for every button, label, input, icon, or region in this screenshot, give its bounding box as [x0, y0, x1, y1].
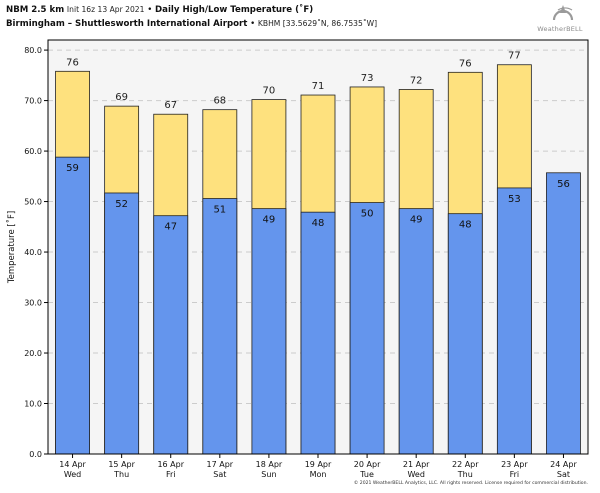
separator-bullet: •: [250, 19, 256, 29]
y-tick-label: 20.0: [24, 349, 42, 358]
low-temp-bar: [55, 156, 90, 455]
x-tick-weekday: Wed: [64, 470, 81, 479]
low-temp-label: 50: [361, 209, 374, 220]
chart-title: Daily High/Low Temperature (˚F): [155, 5, 314, 15]
high-temp-label: 71: [312, 81, 325, 92]
low-temp-label: 47: [164, 222, 177, 233]
low-temp-label: 48: [459, 220, 472, 231]
y-tick-label: 10.0: [24, 400, 42, 409]
x-tick-date: 20 Apr: [354, 460, 381, 469]
y-tick-label: 80.0: [24, 46, 42, 55]
high-temp-label: 72: [410, 75, 423, 86]
low-temp-bar: [202, 198, 238, 455]
high-temp-label: 68: [213, 96, 226, 107]
low-temp-label: 53: [508, 194, 521, 205]
copyright-footer: © 2021 WeatherBELL Analytics, LLC. All r…: [353, 481, 588, 486]
axes: 0.0 10.0 20.0 30.0 40.0 50.0 60.0 70.0 80.0 14 Ap…: [24, 39, 589, 479]
high-temp-label: 67: [164, 100, 177, 111]
y-axis-label: Temperature [˚F]: [6, 211, 17, 284]
low-temp-label: 49: [263, 215, 276, 226]
low-temp-bar: [398, 208, 434, 455]
high-temp-label: 76: [459, 58, 472, 69]
low-temp-bar: [153, 215, 189, 455]
x-tick-date: 14 Apr: [59, 460, 86, 469]
x-tick-date: 21 Apr: [403, 460, 430, 469]
low-temp-label: 48: [312, 218, 325, 229]
y-tick-label: 50.0: [24, 198, 42, 207]
low-temp-bar: [300, 211, 336, 455]
plot-frame: [47, 39, 589, 455]
y-tick-label: 0.0: [29, 450, 42, 459]
y-tick-label: 70.0: [24, 97, 42, 106]
high-temp-label: 70: [263, 86, 276, 97]
high-temp-label: 69: [115, 92, 128, 103]
y-tick-label: 40.0: [24, 248, 42, 257]
header-line-2: Birmingham – Shuttlesworth International…: [6, 17, 377, 31]
x-tick-weekday: Sun: [261, 470, 276, 479]
separator-bullet: •: [147, 5, 153, 15]
low-temp-bar: [546, 172, 581, 455]
bars: [55, 64, 581, 455]
x-tick-weekday: Thu: [113, 470, 129, 479]
y-tick-label: 30.0: [24, 299, 42, 308]
data-labels: 76 59 69 52 67 47 68 51 70 49 71 48 73 50 72 49 76 48 77 53…: [66, 51, 570, 233]
station-coords: KBHM [33.5629˚N, 86.7535˚W]: [257, 19, 378, 28]
x-tick-weekday: Fri: [166, 470, 176, 479]
y-tick-label: 60.0: [24, 147, 42, 156]
x-tick-weekday: Tue: [359, 470, 374, 479]
weatherbell-logo-icon: [552, 5, 574, 21]
low-temp-label: 49: [410, 215, 423, 226]
x-tick-weekday: Wed: [407, 470, 424, 479]
logo-text: WeatherBELL: [537, 25, 583, 33]
low-temp-bar: [251, 208, 287, 455]
x-tick-date: 19 Apr: [305, 460, 332, 469]
x-tick-weekday: Mon: [310, 470, 327, 479]
x-tick-date: 18 Apr: [256, 460, 283, 469]
x-tick-weekday: Thu: [457, 470, 473, 479]
high-temp-label: 73: [361, 73, 374, 84]
low-temp-label: 59: [66, 163, 79, 174]
chart-header: NBM 2.5 km Init 16z 13 Apr 2021 • Daily …: [6, 3, 377, 31]
x-tick-date: 22 Apr: [452, 460, 479, 469]
low-temp-label: 56: [557, 179, 570, 190]
x-tick-date: 15 Apr: [108, 460, 135, 469]
x-tick-weekday: Fri: [510, 470, 520, 479]
init-time: Init 16z 13 Apr 2021: [66, 5, 145, 14]
location-name: Birmingham – Shuttlesworth International…: [6, 19, 248, 29]
x-tick-weekday: Sat: [213, 470, 226, 479]
low-temp-bar: [496, 187, 532, 455]
low-temp-bar: [104, 192, 140, 455]
low-temp-bar: [349, 202, 385, 455]
high-temp-label: 77: [508, 51, 521, 62]
x-tick-date: 16 Apr: [157, 460, 184, 469]
low-temp-bar: [447, 213, 483, 455]
header-line-1: NBM 2.5 km Init 16z 13 Apr 2021 • Daily …: [6, 3, 377, 17]
x-tick-date: 17 Apr: [207, 460, 234, 469]
low-temp-label: 52: [115, 199, 128, 210]
model-name: NBM 2.5 km: [6, 5, 65, 15]
low-temp-label: 51: [213, 205, 226, 216]
x-tick-date: 24 Apr: [550, 460, 577, 469]
x-tick-weekday: Sat: [557, 470, 570, 479]
x-tick-date: 23 Apr: [501, 460, 528, 469]
high-temp-label: 76: [66, 57, 79, 68]
